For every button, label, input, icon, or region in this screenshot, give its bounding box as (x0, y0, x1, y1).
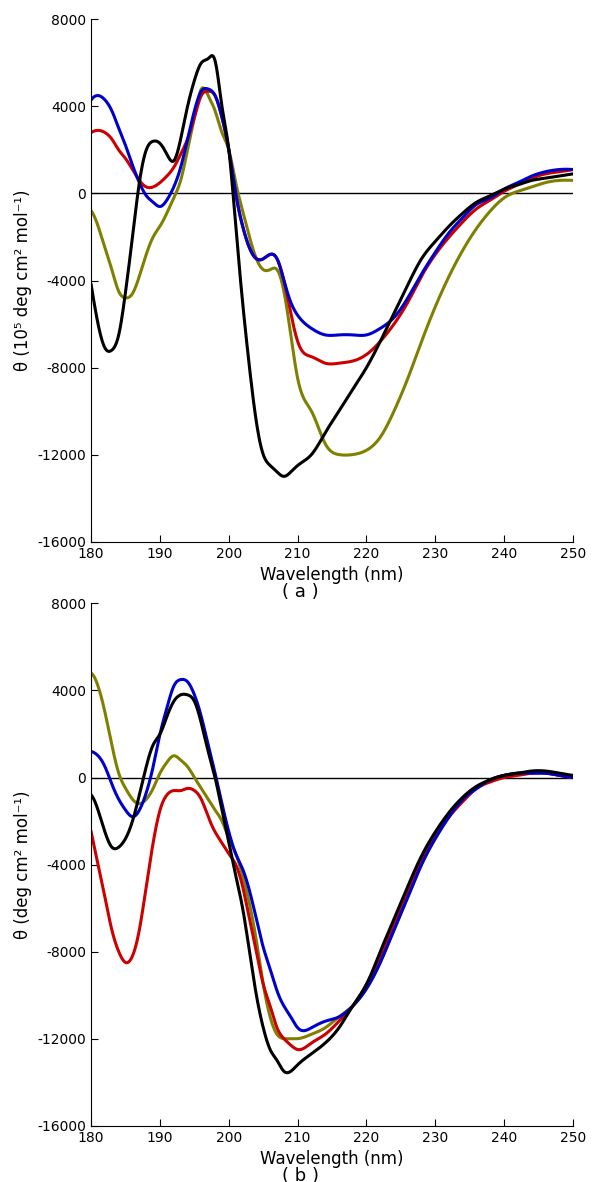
Y-axis label: θ (10⁵ deg cm² mol⁻¹): θ (10⁵ deg cm² mol⁻¹) (14, 190, 32, 371)
Text: ( b ): ( b ) (281, 1167, 319, 1182)
X-axis label: Wavelength (nm): Wavelength (nm) (260, 1150, 404, 1168)
Y-axis label: θ (deg cm² mol⁻¹): θ (deg cm² mol⁻¹) (14, 791, 32, 939)
Text: ( a ): ( a ) (281, 583, 319, 600)
X-axis label: Wavelength (nm): Wavelength (nm) (260, 566, 404, 584)
